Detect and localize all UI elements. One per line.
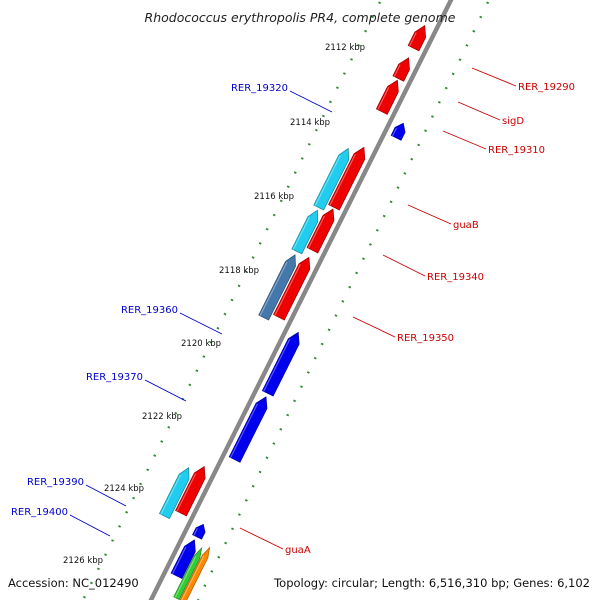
kbp-tick-label: 2122 kbp <box>142 412 182 422</box>
feature-bar-green <box>173 546 203 600</box>
gene-arrow-rer-19310-highlight <box>377 86 390 110</box>
gene-arrow-sigd-highlight <box>393 64 401 77</box>
leader-line <box>457 101 501 121</box>
leader-line <box>85 484 127 507</box>
feature-arrow-guab-track-highlight <box>314 155 341 206</box>
gene-arrow-guaa <box>175 466 206 517</box>
gene-arrow-rer-19360-highlight <box>263 339 291 392</box>
leader-line <box>144 379 187 402</box>
kbp-tick-label: 2120 kbp <box>181 339 221 349</box>
inner-tick-ring <box>81 1 382 600</box>
leader-line <box>471 67 517 87</box>
gene-label-sigd: sigD <box>502 116 524 127</box>
gene-label-rer-19350: RER_19350 <box>397 333 454 344</box>
genome-backbone <box>148 0 454 600</box>
leader-line <box>239 527 284 550</box>
leader-line <box>352 316 396 338</box>
leader-line <box>289 90 333 113</box>
gene-arrow-rer-19340 <box>306 208 335 254</box>
gene-label-guaa: guaA <box>285 545 311 556</box>
feature-arrow-guaa-track-highlight <box>160 474 182 515</box>
gene-arrow-guab <box>328 146 366 211</box>
kbp-tick-label: 2116 kbp <box>254 192 294 202</box>
gene-arrow-rer-19290 <box>407 25 427 52</box>
gene-arrow-rer-19320 <box>390 122 406 141</box>
gene-label-rer-19310: RER_19310 <box>488 145 545 156</box>
gene-arrow-rer-19360 <box>261 331 300 397</box>
feature-arrow-guab-track <box>313 147 350 211</box>
tick-rings <box>81 1 490 600</box>
gene-label-leaders <box>69 67 517 550</box>
gene-arrow-rer-19370 <box>228 396 268 463</box>
gene-label-rer-19290: RER_19290 <box>518 82 575 93</box>
gene-arrow-rer-19320-highlight <box>391 127 398 137</box>
feature-arrow-guaa-track <box>158 467 190 520</box>
gene-label-rer-19400: RER_19400 <box>11 507 68 518</box>
kbp-tick-labels: 2112 kbp 2114 kbp 2116 kbp 2118 kbp 2120… <box>63 43 365 566</box>
gene-label-rer-19360: RER_19360 <box>121 305 178 316</box>
feature-layer <box>158 25 427 600</box>
gene-arrow-rer-19310 <box>375 79 399 115</box>
gene-label-guab: guaB <box>453 220 479 231</box>
gene-arrow-rer-19370-highlight <box>230 403 259 458</box>
gene-arrow-rer-19400-highlight <box>171 546 187 575</box>
gene-label-rer-19340: RER_19340 <box>427 272 484 283</box>
kbp-tick-label: 2124 kbp <box>104 484 144 494</box>
feature-arrow-rer-19340-track <box>291 209 319 255</box>
feature-bar-orange-highlight <box>181 555 205 600</box>
leader-line <box>179 312 223 335</box>
leader-line <box>382 254 426 277</box>
outer-tick-ring <box>196 1 490 600</box>
feature-arrow-rer-19340-track-highlight <box>292 217 310 250</box>
leader-line <box>69 514 111 537</box>
kbp-tick-label: 2114 kbp <box>290 118 330 128</box>
topology-text: Topology: circular; Length: 6,516,310 bp… <box>273 576 590 590</box>
leader-line <box>407 204 452 225</box>
gene-arrow-rer-19400 <box>170 539 196 580</box>
kbp-tick-label: 2118 kbp <box>219 266 259 276</box>
map-title: Rhodococcus erythropolis PR4, complete g… <box>145 10 456 25</box>
feature-arrow-rer-19350-track-highlight <box>259 261 288 316</box>
gene-arrow-rer-19390-highlight <box>193 528 198 536</box>
gene-label-rer-19320: RER_19320 <box>231 83 288 94</box>
gene-arrow-rer-19290-highlight <box>408 32 417 47</box>
gene-labels: RER_19290 sigD RER_19310 guaB RER_19340 … <box>11 82 575 556</box>
gene-arrow-rer-19350 <box>273 256 311 321</box>
gene-arrow-rer-19340-highlight <box>307 215 326 249</box>
gene-arrow-guaa-highlight <box>176 473 197 512</box>
gene-arrow-rer-19350-highlight <box>274 264 301 316</box>
feature-bar-green-highlight <box>174 556 197 598</box>
gene-arrow-sigd <box>392 57 410 82</box>
feature-bar-orange <box>179 546 211 600</box>
kbp-tick-label: 2126 kbp <box>63 556 103 566</box>
feature-arrow-rer-19350-track <box>258 254 296 321</box>
gene-arrow-rer-19390 <box>192 523 206 540</box>
leader-line <box>442 130 487 150</box>
accession-text: Accession: NC_012490 <box>8 576 139 590</box>
gene-arrow-guab-highlight <box>329 154 356 206</box>
kbp-tick-label: 2112 kbp <box>325 43 365 53</box>
gene-label-rer-19390: RER_19390 <box>27 477 84 488</box>
gene-label-rer-19370: RER_19370 <box>86 372 143 383</box>
